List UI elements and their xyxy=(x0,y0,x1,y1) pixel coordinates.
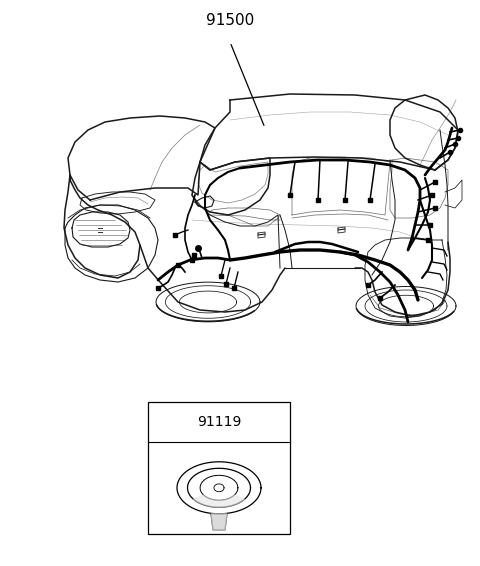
Text: 91500: 91500 xyxy=(206,13,254,28)
Polygon shape xyxy=(211,514,227,530)
Polygon shape xyxy=(193,495,244,507)
Bar xyxy=(148,402,290,534)
Text: 91119: 91119 xyxy=(197,415,241,429)
